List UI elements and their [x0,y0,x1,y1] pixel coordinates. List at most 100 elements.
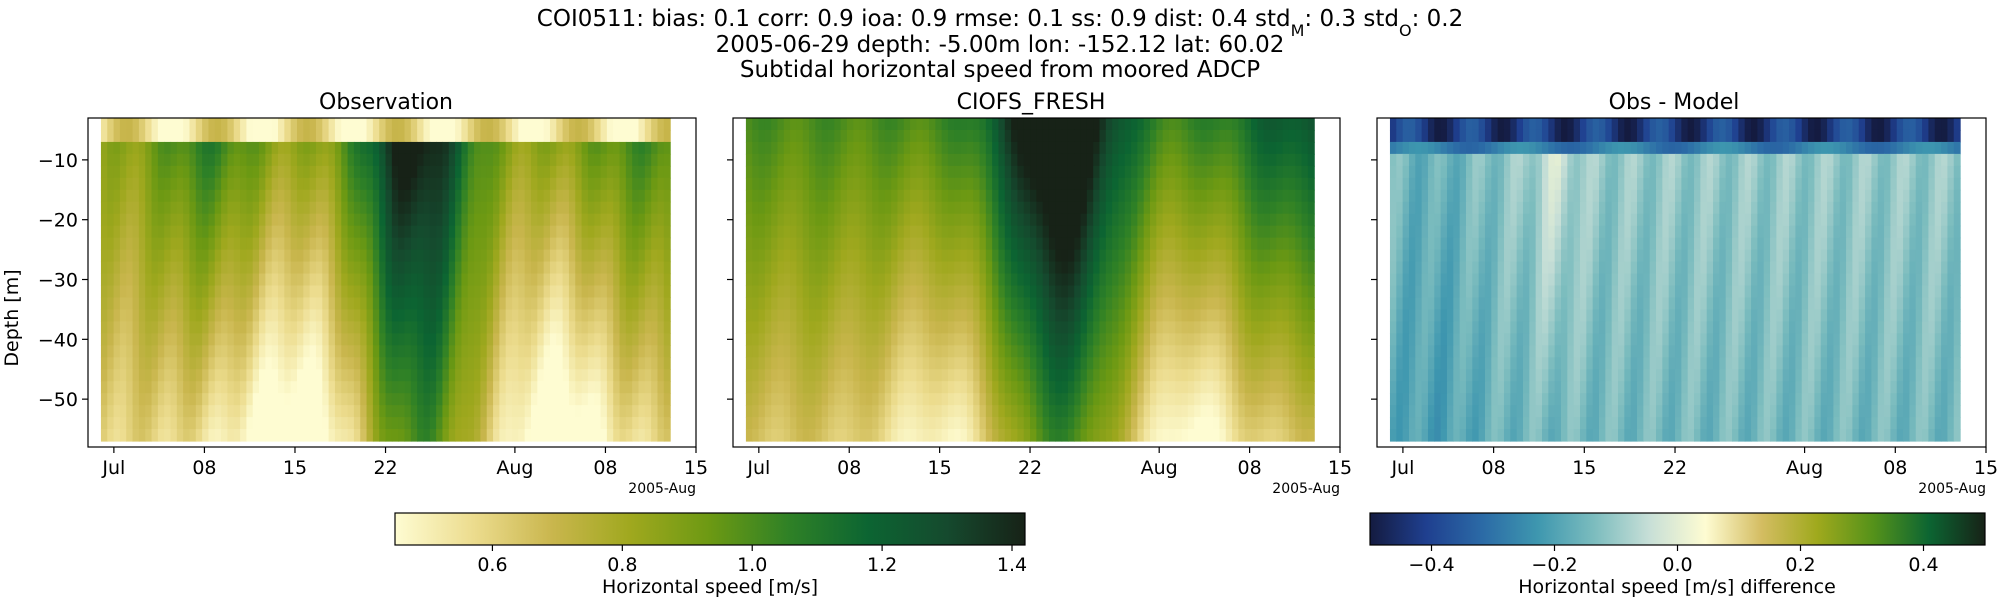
heatmap-cell [916,273,924,287]
heatmap-cell [170,381,178,394]
heatmap-cell [404,261,412,275]
heatmap-cell [537,261,545,275]
heatmap-cell [1137,141,1145,155]
heatmap-cell [1086,225,1094,239]
heatmap-cell [1295,285,1303,299]
heatmap-cell [922,141,930,155]
heatmap-cell [151,118,159,131]
heatmap-cell [1124,429,1132,442]
heatmap-cell [455,153,463,167]
heatmap-cell [752,213,760,227]
heatmap-cell [126,165,134,179]
heatmap-cell [493,177,500,191]
heatmap-cell [815,141,823,155]
heatmap-cell [1118,153,1126,167]
heatmap-cell [954,237,962,251]
heatmap-cell [423,141,431,155]
heatmap-cell [1288,369,1296,382]
heatmap-cell [1194,177,1202,191]
heatmap-cell [107,177,115,191]
heatmap-cell [613,261,621,275]
heatmap-cell [530,357,538,370]
heatmap-cell [1067,381,1075,394]
heatmap-cell [1238,285,1246,299]
heatmap-cell [366,369,374,382]
heatmap-cell [815,249,823,263]
heatmap-cell [777,369,785,382]
heatmap-cell [992,201,1000,215]
heatmap-cell [341,141,349,155]
heatmap-cell [391,405,399,418]
heatmap-cell [796,309,804,322]
heatmap-cell [859,345,867,358]
heatmap-cell [303,261,311,275]
heatmap-cell [1200,153,1208,167]
heatmap-cell [651,237,659,251]
heatmap-cell [385,141,393,155]
heatmap-cell [872,405,880,418]
heatmap-cell [632,357,640,370]
heatmap-cell [284,333,292,346]
heatmap-cell [846,297,854,311]
heatmap-cell [1510,118,1518,131]
heatmap-cell [1225,261,1233,275]
heatmap-cell [341,237,349,251]
heatmap-cell [910,129,917,143]
heatmap-cell [1213,285,1221,299]
heatmap-cell [790,165,798,179]
plot-frame [87,117,697,448]
heatmap-cell [922,285,930,299]
heatmap-cell [290,321,298,334]
heatmap-cell [1143,129,1151,143]
heatmap-cell [846,129,854,143]
heatmap-cell [916,369,924,382]
heatmap-cell [1295,405,1303,418]
heatmap-cell [366,297,374,311]
heatmap-cell [1213,369,1221,382]
heatmap-cell [246,357,254,370]
heatmap-cell [1238,225,1246,239]
heatmap-cell [960,189,968,203]
heatmap-cell [1427,118,1435,131]
heatmap-cell [979,369,987,382]
heatmap-cell [543,333,551,346]
heatmap-cell [1105,177,1113,191]
heatmap-cell [992,285,1000,299]
heatmap-cell [233,201,241,215]
heatmap-cell [1301,201,1309,215]
heatmap-cell [448,141,456,155]
heatmap-cell [771,393,779,406]
heatmap-cell [530,417,538,430]
heatmap-cell [1048,213,1056,227]
heatmap-cell [815,213,823,227]
heatmap-cell [549,405,557,418]
heatmap-cell [1042,141,1050,155]
heatmap-cell [1257,141,1265,155]
heatmap-cell [1276,165,1284,179]
heatmap-cell [1187,249,1195,263]
heatmap-cell [360,189,368,203]
heatmap-cell [1011,201,1019,215]
heatmap-cell [644,118,652,131]
heatmap-cell [100,429,108,442]
heatmap-cell [1150,405,1157,418]
heatmap-cell [1042,429,1050,442]
heatmap-cell [132,381,140,394]
heatmap-cell [1732,118,1739,131]
heatmap-cell [828,165,835,179]
heatmap-cell [467,417,475,430]
heatmap-cell [1150,393,1157,406]
heatmap-cell [214,118,222,131]
heatmap-cell [208,249,216,263]
heatmap-cell [625,153,633,167]
heatmap-cell [530,285,538,299]
heatmap-cell [1042,405,1050,418]
heatmap-cell [853,369,861,382]
heatmap-cell [1295,369,1303,382]
heatmap-cell [638,201,646,215]
heatmap-cell [960,153,968,167]
heatmap-cell [1168,141,1176,155]
heatmap-cell [493,213,500,227]
heatmap-cell [1301,249,1309,263]
heatmap-cell [916,213,924,227]
